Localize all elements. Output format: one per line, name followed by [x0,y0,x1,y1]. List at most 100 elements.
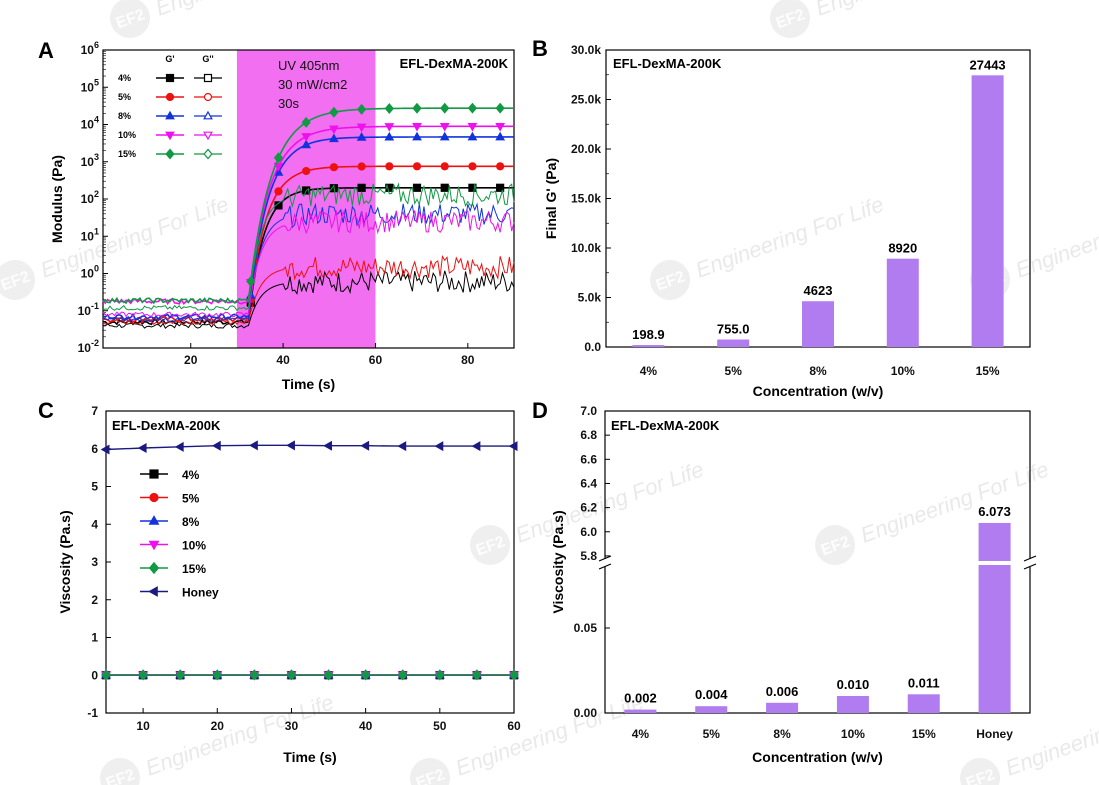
series-marker [175,669,185,681]
bar-4% [624,709,657,713]
plot-frame [105,410,515,714]
gprime-marker [467,122,478,132]
watermark-text: Engineering For Life [692,191,887,282]
value-label: 0.011 [908,675,940,690]
uv-label-line: 30s [278,96,299,111]
chart-title: EFL-DexMA-200K [112,418,221,433]
legend-label: 5% [182,492,200,506]
bar-8% [766,702,799,713]
uv-exposure-region [236,50,376,348]
y-tick-label: 6.4 [580,476,597,490]
gprime-marker [302,166,311,176]
watermark-text: Engineering For Life [1002,689,1099,780]
watermark-6: EF2 Engineering For Life [815,456,1052,565]
axis-break-mark [598,563,612,570]
gdoubleprime-line-5% [102,255,515,326]
value-label: 6.073 [978,504,1011,519]
y-tick-label: 4 [91,517,98,531]
watermark-text: Engineering For Life [452,689,647,780]
bar-10% [836,696,869,713]
y-tick-label: 10-2 [78,338,99,355]
legend-marker [165,92,175,102]
value-label: 4623 [804,283,833,298]
y-tick-label: 0 [91,668,98,682]
y-tick-label: 5.0k [578,291,602,305]
legend-label: 4% [118,73,131,83]
series-marker [286,440,295,451]
watermark-text: Engineering For Life [37,191,232,282]
watermark-8: EF2 Engineering For Life [410,689,647,785]
x-tick-label: 8% [809,364,827,378]
y-tick-label: 0.05 [574,621,598,635]
series-marker [101,669,111,681]
y-tick-label: 101 [81,226,99,243]
panel-b: B 0.0 5.0k 10.0k 15.0k 20.0k 25.0k 30.0k 198.9 4%… [532,36,1031,399]
x-tick-label: 40 [359,719,373,733]
bar-4% [632,345,665,347]
legend-label: 5% [118,92,131,102]
legend-label: 8% [182,515,200,529]
series-marker [323,669,334,681]
axis-break-mark [1023,555,1037,562]
watermark-logo-icon [0,260,35,300]
legend-marker-open [203,148,213,160]
gprime-marker [357,183,366,192]
legend-header-gprime: G' [165,54,174,64]
chart-title: EFL-DexMA-200K [400,56,509,71]
watermark-7: EF2 Engineering For Life [100,689,337,785]
y-tick-label: 0.00 [574,706,598,720]
x-tick-label: 10 [136,719,150,733]
watermark-logo-icon [815,525,855,565]
y-tick-label: 104 [81,115,99,132]
y-tick-label: -1 [87,706,98,720]
y-tick-label: 0.0 [584,340,601,354]
legend-marker-open [203,92,213,102]
gprime-marker [273,162,284,172]
x-tick-label: 4% [640,364,658,378]
gprime-marker [274,187,283,196]
y-tick-label: 6.0 [580,525,597,539]
watermark-3: EF2 Engineering For Life [650,191,887,300]
panel-letter: B [532,36,548,61]
series-marker [137,443,147,453]
watermark-text: Engineering For Life [857,456,1052,547]
series-marker [397,441,407,452]
gprime-marker [301,116,311,128]
x-tick-label: 20 [184,353,198,367]
panel-letter: C [38,398,54,423]
gprime-marker [467,131,478,141]
gprime-marker [412,131,422,141]
y-tick-label: 103 [81,152,99,169]
series-marker [212,669,223,681]
series-marker [360,669,371,681]
watermark-logo-icon [650,260,690,300]
x-tick-label: 15% [912,727,936,741]
y-tick-label: 20.0k [571,142,601,156]
series-line-Honey [105,444,514,451]
y-tick-label: 25.0k [571,93,601,107]
legend-marker-open [203,131,213,141]
panel-d: D 0.00 0.05 5.8 6.0 6.2 6.4 6.6 6.8 7.0 0.002 4% 0.0… [532,398,1037,765]
y-tick-label: 10.0k [571,241,601,255]
legend-marker [149,469,159,479]
y-tick-label: 15.0k [571,192,601,206]
axis-break-gap [599,559,611,567]
x-tick-label: 80 [461,353,475,367]
legend-marker-open [203,110,213,120]
plot-frame [604,410,1031,714]
x-tick-label: Honey [976,727,1013,741]
value-label: 0.004 [695,687,728,702]
panel-letter: D [532,398,548,423]
series-marker [360,440,370,451]
series-marker [323,440,333,451]
series-marker [286,669,297,681]
bar-15% [971,75,1004,347]
gprime-marker [468,162,477,171]
legend-marker [165,110,175,120]
x-tick-label: 10% [891,364,915,378]
legend-label: 15% [182,562,206,576]
y-tick-label: 10-1 [78,301,99,318]
x-tick-label: 5% [703,727,721,741]
legend-marker [148,540,160,551]
